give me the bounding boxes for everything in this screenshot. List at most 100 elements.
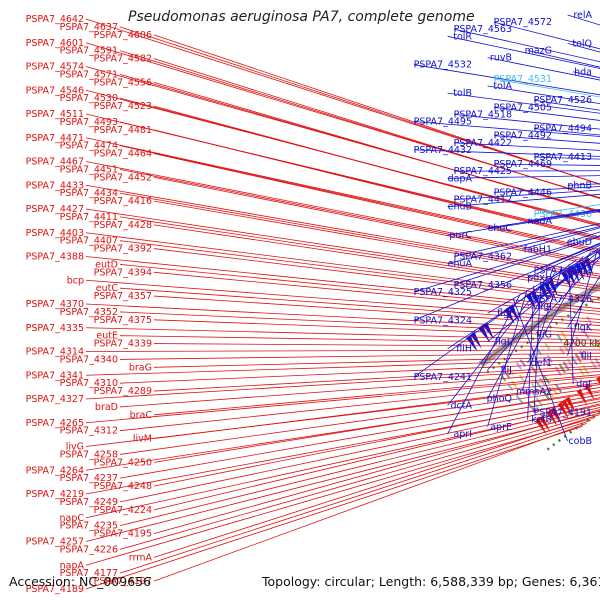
left-gene-label: PSPA7_4416	[94, 196, 152, 207]
topology-text: Topology: circular; Length: 6,588,339 bp…	[262, 574, 600, 589]
left-gene-label: braC	[130, 410, 153, 421]
left-leader-line	[119, 287, 600, 323]
right-gene-label: tolB	[453, 88, 472, 99]
left-gene-label: PSPA7_4388	[26, 252, 84, 263]
left-leader-line	[85, 137, 600, 251]
left-leader-line	[153, 81, 600, 214]
right-leader-line	[512, 298, 568, 442]
left-gene-label: PSPA7_4451	[60, 164, 118, 175]
left-gene-label: napC	[59, 513, 84, 524]
left-leader-line	[153, 248, 600, 304]
genome-title: Pseudomonas aeruginosa PA7, complete gen…	[128, 9, 475, 25]
right-gene-label: cobB	[568, 436, 592, 447]
left-leader-line	[153, 224, 600, 292]
right-gene-label: PSPA7_4241	[414, 372, 472, 383]
right-gene-label: PSPA7_4425	[454, 166, 512, 177]
right-gene-label: mmsA2	[516, 386, 552, 397]
right-leader-line	[533, 204, 600, 215]
left-leader-line	[119, 311, 600, 334]
right-gene-label: PSPA7_4356	[454, 280, 512, 291]
left-leader-line	[85, 425, 583, 590]
right-gene-label: kefB	[531, 415, 552, 426]
right-leader-line	[487, 85, 600, 105]
left-leader-line	[153, 34, 600, 185]
left-gene-label: PSPA7_4530	[60, 93, 118, 104]
right-gene-label: phoQ	[487, 393, 512, 404]
right-leader-line	[453, 223, 600, 257]
right-gene-label: PSPA7_4446	[494, 188, 552, 199]
right-leader-line	[527, 257, 600, 335]
right-gene-label: nadA	[528, 216, 553, 227]
right-gene-label: fliG	[536, 330, 552, 341]
right-leader-line	[453, 189, 600, 200]
left-gene-label: PSPA7_4249	[60, 497, 118, 508]
left-gene-label: PSPA7_4637	[60, 22, 118, 33]
left-gene-label: PSPA7_4341	[26, 370, 84, 381]
right-leader-line	[487, 289, 528, 427]
right-gene-label: PSPA7_4436	[534, 209, 592, 220]
left-gene-label: PSPA7_4606	[94, 30, 152, 41]
right-gene-label: relA	[573, 10, 592, 21]
right-leader-line	[487, 209, 600, 229]
left-gene-label: PSPA7_4433	[26, 180, 84, 191]
right-gene-label: PSPA7_4505	[494, 102, 552, 113]
left-gene-label: PSPA7_4591	[60, 46, 118, 57]
right-gene-label: flgI	[537, 301, 552, 312]
right-gene-label: fliI	[581, 351, 592, 362]
right-gene-label: fliJ	[501, 365, 512, 376]
right-leader-line	[487, 272, 556, 399]
left-gene-label: PSPA7_4571	[60, 69, 118, 80]
right-gene-label: fabH1	[524, 244, 552, 255]
right-gene-label: pdxH	[527, 273, 552, 284]
right-gene-label: PSPA7_4494	[534, 124, 592, 135]
left-gene-label: PSPA7_4310	[60, 378, 118, 389]
feature-stripe	[570, 372, 578, 383]
left-leader-line	[85, 417, 596, 566]
left-leader-line	[119, 420, 592, 574]
left-leader-line	[153, 365, 600, 392]
left-leader-line	[85, 208, 600, 287]
right-gene-label: flgJ	[497, 308, 512, 319]
left-gene-label: PSPA7_4357	[94, 291, 152, 302]
right-leader-line	[447, 294, 521, 435]
right-gene-label: ehuC	[487, 223, 512, 234]
feature-stripe	[518, 374, 526, 383]
feature-stripe	[519, 359, 527, 367]
right-leader-line	[447, 35, 600, 69]
left-gene-label: PSPA7_4340	[60, 354, 118, 365]
right-leader-line	[568, 264, 574, 385]
left-gene-label: PSPA7_4335	[26, 323, 84, 334]
right-leader-line	[527, 256, 600, 307]
left-gene-label: livG	[66, 442, 84, 453]
right-leader-line	[527, 251, 591, 364]
left-gene-label: PSPA7_4226	[60, 544, 118, 555]
left-leader-line	[119, 26, 600, 185]
left-gene-label: napA	[60, 560, 85, 571]
right-gene-label: tolQ	[572, 38, 592, 49]
left-leader-line	[119, 407, 600, 527]
feature-stripe	[562, 361, 570, 371]
left-gene-label: PSPA7_4375	[94, 315, 152, 326]
right-leader-line	[447, 211, 600, 236]
feature-stripe	[575, 336, 582, 345]
right-gene-label: PSPA7_4324	[414, 315, 472, 326]
right-gene-label: PSPA7_4422	[454, 138, 512, 149]
left-gene-label: livM	[133, 434, 152, 445]
left-leader-line	[85, 384, 600, 447]
left-leader-line	[153, 356, 600, 368]
left-gene-label: bcp	[67, 275, 84, 286]
left-gene-label: PSPA7_4434	[60, 188, 118, 199]
feature-stripe	[590, 360, 598, 370]
right-gene-label: tolR	[453, 31, 472, 42]
right-gene-label: flgL	[495, 337, 513, 348]
left-leader-line	[119, 401, 600, 503]
right-gene-label: ruvB	[490, 53, 512, 64]
right-gene-label: dgt	[576, 379, 592, 390]
right-gene-label: PSPA7_4532	[414, 60, 472, 71]
right-gene-label: dapA	[448, 173, 473, 184]
left-gene-label: eutC	[96, 283, 119, 294]
left-leader-line	[85, 279, 600, 320]
right-leader-line	[493, 135, 600, 144]
right-gene-label: PSPA7_4325	[414, 287, 472, 298]
right-leader-line	[453, 170, 600, 172]
